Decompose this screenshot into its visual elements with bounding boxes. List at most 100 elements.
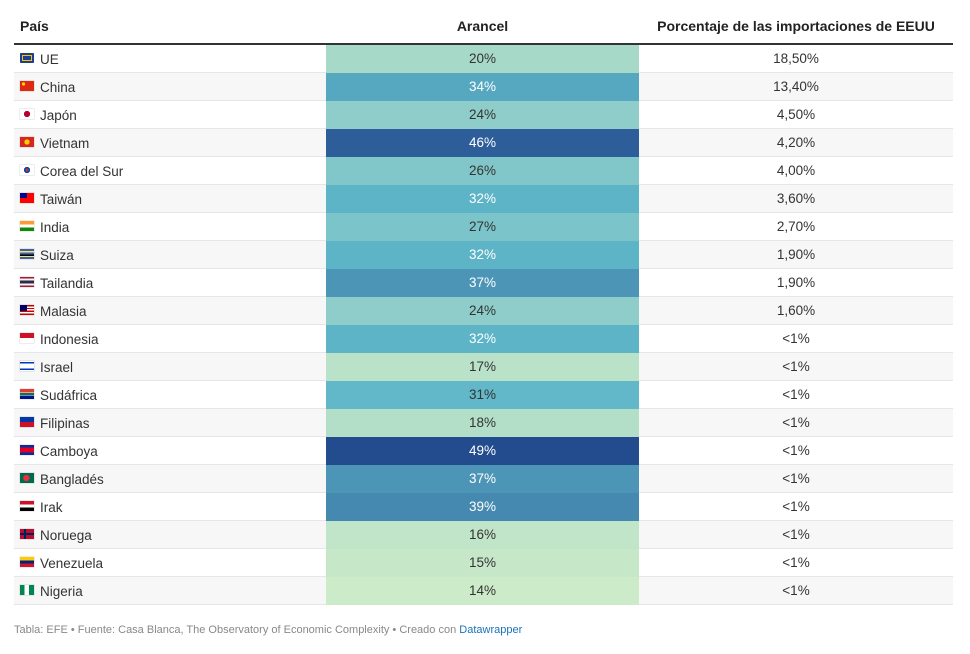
share-cell: 4,20%	[639, 128, 953, 157]
country-name: China	[40, 79, 76, 95]
tariff-cell: 39%	[326, 492, 639, 521]
table-row: Indonesia 32% <1%	[14, 324, 953, 353]
tariff-cell: 32%	[326, 184, 639, 213]
country-cell: China	[14, 72, 326, 101]
thailand-flag-icon	[20, 276, 34, 287]
country-name: Noruega	[40, 527, 92, 543]
table-row: Nigeria 14% <1%	[14, 576, 953, 605]
israel-flag-icon	[20, 360, 34, 371]
country-name: Venezuela	[40, 555, 104, 571]
country-cell: Camboya	[14, 436, 326, 465]
china-flag-icon	[20, 80, 34, 91]
country-cell: UE	[14, 44, 326, 73]
tariff-cell: 18%	[326, 408, 639, 437]
taiwan-flag-icon	[20, 192, 34, 203]
venezuela-flag-icon	[20, 556, 34, 567]
share-cell: 1,60%	[639, 296, 953, 325]
share-cell: <1%	[639, 576, 953, 605]
share-cell: 4,00%	[639, 156, 953, 185]
table-row: Bangladés 37% <1%	[14, 464, 953, 493]
country-name: Nigeria	[40, 583, 83, 599]
footer-note: Tabla: EFE • Fuente: Casa Blanca, The Ob…	[14, 624, 522, 636]
japan-flag-icon	[20, 108, 34, 119]
share-cell: 3,60%	[639, 184, 953, 213]
country-cell: Venezuela	[14, 548, 326, 577]
share-cell: 1,90%	[639, 240, 953, 269]
iraq-flag-icon	[20, 500, 34, 511]
switzerland-flag-icon	[20, 248, 34, 259]
country-cell: Malasia	[14, 296, 326, 325]
share-cell: 4,50%	[639, 100, 953, 129]
share-cell: <1%	[639, 492, 953, 521]
indonesia-flag-icon	[20, 332, 34, 343]
country-name: Camboya	[40, 443, 98, 459]
country-cell: Japón	[14, 100, 326, 129]
table-row: Taiwán 32% 3,60%	[14, 184, 953, 213]
share-cell: 2,70%	[639, 212, 953, 241]
country-name: Taiwán	[40, 191, 83, 207]
table-body: UE 20% 18,50% China 34% 13,40% Japón 24% 4,50% Vi…	[14, 44, 953, 605]
tariff-cell: 26%	[326, 156, 639, 185]
table-row: Filipinas 18% <1%	[14, 408, 953, 437]
footer-link[interactable]: Datawrapper	[459, 624, 523, 636]
country-cell: Vietnam	[14, 128, 326, 157]
header-country[interactable]: País	[14, 8, 326, 45]
country-name: Sudáfrica	[40, 387, 98, 403]
country-cell: Taiwán	[14, 184, 326, 213]
share-cell: <1%	[639, 464, 953, 493]
tariff-cell: 14%	[326, 576, 639, 605]
tariff-cell: 20%	[326, 44, 639, 73]
malaysia-flag-icon	[20, 304, 34, 315]
share-cell: <1%	[639, 324, 953, 353]
table-row: UE 20% 18,50%	[14, 44, 953, 73]
tariff-cell: 16%	[326, 520, 639, 549]
header-tariff[interactable]: Arancel	[326, 8, 639, 45]
country-name: UE	[40, 51, 59, 67]
country-cell: Noruega	[14, 520, 326, 549]
tariff-table: País Arancel Porcentaje de las importaci…	[14, 8, 953, 605]
tariff-cell: 37%	[326, 268, 639, 297]
country-name: Tailandia	[40, 275, 94, 291]
tariff-cell: 24%	[326, 296, 639, 325]
table-row: Tailandia 37% 1,90%	[14, 268, 953, 297]
table-row: Camboya 49% <1%	[14, 436, 953, 465]
bangladesh-flag-icon	[20, 472, 34, 483]
country-name: Irak	[40, 499, 63, 515]
norway-flag-icon	[20, 528, 34, 539]
table-row: Irak 39% <1%	[14, 492, 953, 521]
table-row: India 27% 2,70%	[14, 212, 953, 241]
country-name: India	[40, 219, 70, 235]
country-name: Suiza	[40, 247, 74, 263]
country-cell: Bangladés	[14, 464, 326, 493]
tariff-cell: 32%	[326, 240, 639, 269]
tariff-cell: 27%	[326, 212, 639, 241]
tariff-cell: 31%	[326, 380, 639, 409]
country-name: Malasia	[40, 303, 87, 319]
tariff-cell: 34%	[326, 72, 639, 101]
tariff-cell: 17%	[326, 352, 639, 381]
country-name: Japón	[40, 107, 77, 123]
share-cell: <1%	[639, 548, 953, 577]
table-row: Israel 17% <1%	[14, 352, 953, 381]
country-cell: Nigeria	[14, 576, 326, 605]
tariff-cell: 15%	[326, 548, 639, 577]
country-name: Vietnam	[40, 135, 90, 151]
country-cell: Suiza	[14, 240, 326, 269]
tariff-cell: 37%	[326, 464, 639, 493]
philippines-flag-icon	[20, 416, 34, 427]
table-row: Venezuela 15% <1%	[14, 548, 953, 577]
header-share[interactable]: Porcentaje de las importaciones de EEUU	[639, 8, 953, 45]
share-cell: <1%	[639, 520, 953, 549]
south-korea-flag-icon	[20, 164, 34, 175]
share-cell: <1%	[639, 436, 953, 465]
table-row: Japón 24% 4,50%	[14, 100, 953, 129]
share-cell: <1%	[639, 380, 953, 409]
country-cell: Filipinas	[14, 408, 326, 437]
table-row: Corea del Sur 26% 4,00%	[14, 156, 953, 185]
table-row: China 34% 13,40%	[14, 72, 953, 101]
share-cell: 1,90%	[639, 268, 953, 297]
table-header-row: País Arancel Porcentaje de las importaci…	[14, 8, 953, 45]
tariff-cell: 32%	[326, 324, 639, 353]
country-name: Bangladés	[40, 471, 104, 487]
country-cell: Sudáfrica	[14, 380, 326, 409]
